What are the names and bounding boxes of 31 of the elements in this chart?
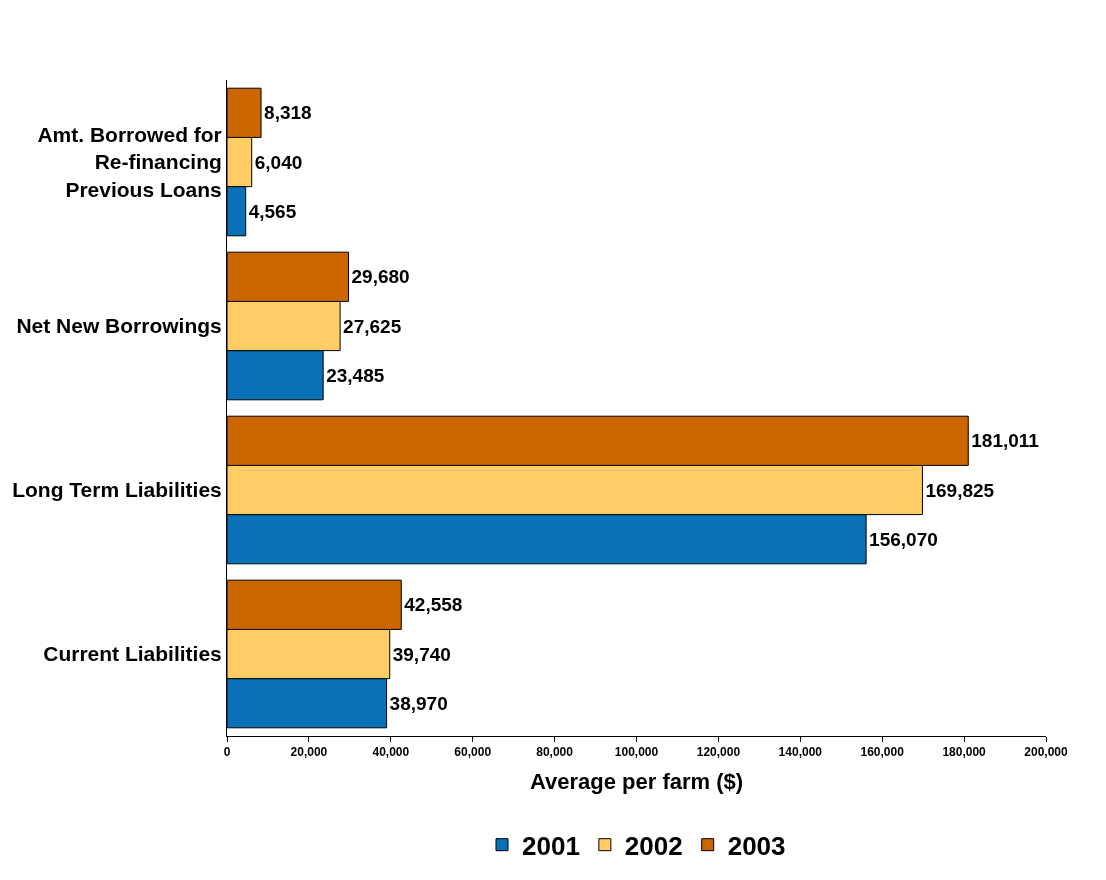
data-label: 42,558 xyxy=(404,594,463,616)
x-tick-label: 200,000 xyxy=(1024,745,1069,760)
x-tick-label: 20,000 xyxy=(290,745,328,760)
x-tick-label: 100,000 xyxy=(614,745,659,760)
x-tick-label: 80,000 xyxy=(536,745,574,760)
x-tick-label: 120,000 xyxy=(696,745,741,760)
x-tick-label: 140,000 xyxy=(778,745,823,760)
data-label: 181,011 xyxy=(971,430,1040,452)
x-tick-label: 0 xyxy=(223,745,231,760)
data-label: 38,970 xyxy=(389,692,448,714)
x-axis-title: Average per farm ($) xyxy=(529,769,744,795)
y-tick-label: Long Term Liabilities xyxy=(12,478,222,502)
legend-label: 2003 xyxy=(727,830,786,861)
data-label: 156,070 xyxy=(869,528,938,550)
y-tick-label: Amt. Borrowed for Re-financing Previous Loans xyxy=(37,123,222,201)
data-label: 39,740 xyxy=(392,643,451,665)
y-tick-label: Net New Borrowings xyxy=(16,314,222,338)
x-tick-label: 160,000 xyxy=(860,745,905,760)
data-label: 6,040 xyxy=(254,151,303,173)
x-tick-label: 180,000 xyxy=(942,745,987,760)
x-tick-label: 40,000 xyxy=(372,745,410,760)
legend-label: 2002 xyxy=(624,830,683,861)
data-label: 8,318 xyxy=(264,102,312,124)
y-tick-label: Current Liabilities xyxy=(43,642,222,666)
legend-label: 2001 xyxy=(522,830,580,861)
data-label: 29,680 xyxy=(351,266,410,288)
x-tick-label: 60,000 xyxy=(454,745,492,760)
data-label: 23,485 xyxy=(326,364,385,386)
data-label: 4,565 xyxy=(248,200,297,222)
data-label: 27,625 xyxy=(343,315,402,337)
data-label: 169,825 xyxy=(925,479,995,501)
